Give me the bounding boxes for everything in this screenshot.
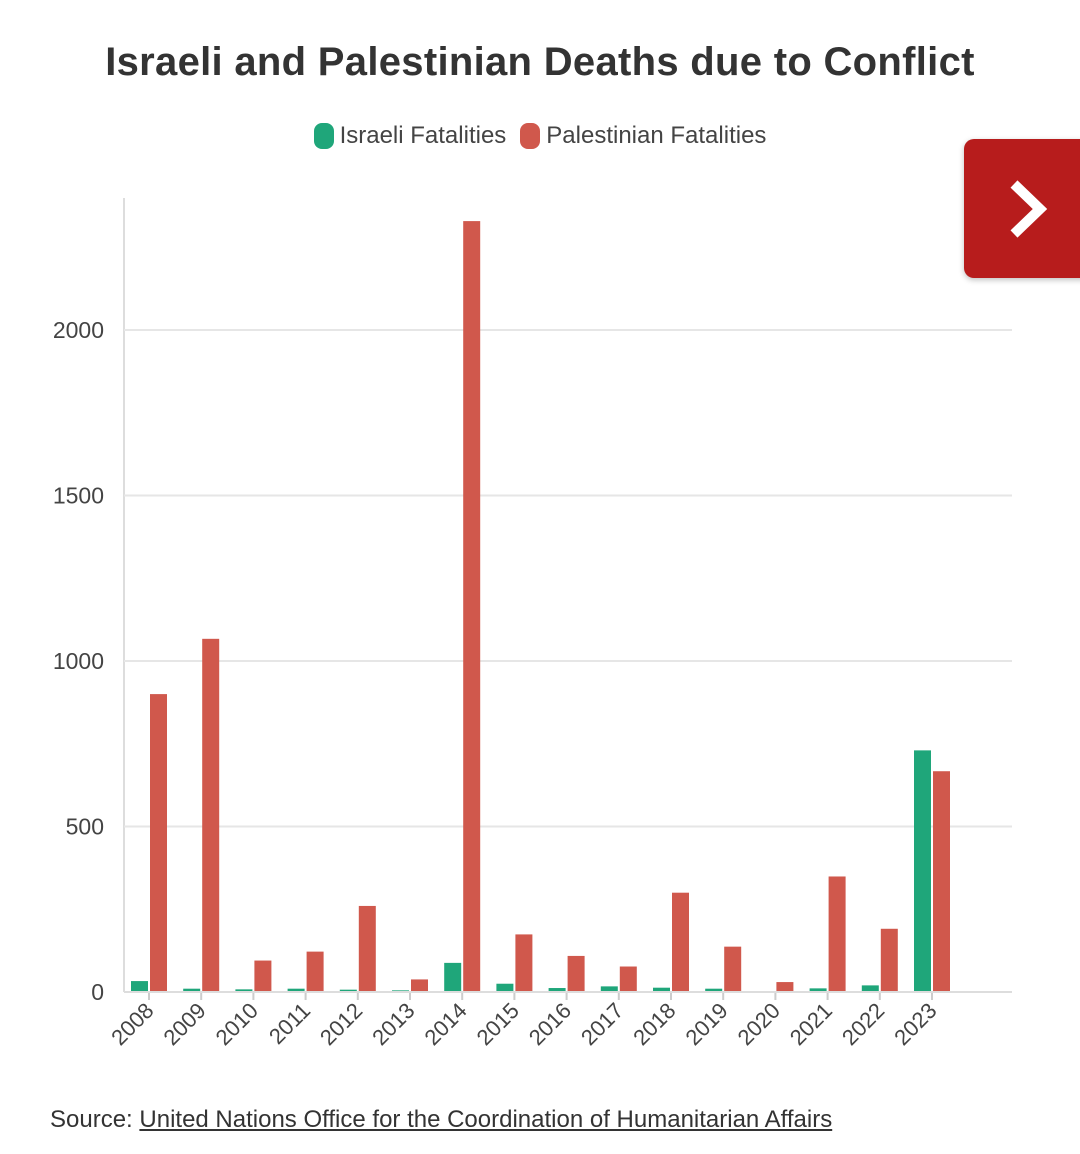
x-tick-label-2013: 2013	[367, 998, 419, 1050]
x-tick-label-2014: 2014	[419, 998, 471, 1050]
bar-israeli-2014: Israeli Fatalities 2014: 88	[444, 962, 462, 992]
y-tick-label-2000: 2000	[53, 317, 104, 343]
source-link[interactable]: United Nations Office for the Coordinati…	[139, 1106, 833, 1133]
x-tick-label-2016: 2016	[524, 998, 576, 1050]
x-tick-label-2020: 2020	[733, 998, 785, 1050]
bar-israeli-2017: Israeli Fatalities 2017: 17	[600, 986, 618, 992]
bar-palestinian-2020: Palestinian Fatalities 2020: 30	[776, 982, 794, 992]
legend-label-israeli: Israeli Fatalities	[339, 122, 507, 149]
bar-israeli-2008: Israeli Fatalities 2008: 33	[131, 981, 148, 992]
legend-swatch-palestinian	[520, 123, 541, 149]
bar-israeli-2009: Israeli Fatalities 2009: 10	[183, 988, 201, 992]
bar-israeli-2011: Israeli Fatalities 2011: 10	[287, 988, 305, 992]
legend-swatch-israeli	[313, 123, 334, 149]
bar-israeli-2015: Israeli Fatalities 2015: 25	[496, 983, 514, 992]
y-tick-label-1000: 1000	[53, 648, 104, 674]
next-chart-button[interactable]	[964, 139, 1080, 278]
bar-palestinian-2021: Palestinian Fatalities 2021: 349	[828, 876, 846, 992]
bar-palestinian-2011: Palestinian Fatalities 2011: 122	[306, 951, 324, 992]
chevron-right-icon	[1010, 179, 1048, 238]
bar-palestinian-2008: Palestinian Fatalities 2008: 900	[150, 694, 167, 992]
chart-title: Israeli and Palestinian Deaths due to Co…	[105, 40, 975, 84]
x-tick-label-2015: 2015	[472, 998, 524, 1050]
y-tick-label-500: 500	[66, 814, 104, 840]
x-tick-label-2012: 2012	[315, 998, 367, 1050]
bar-israeli-2018: Israeli Fatalities 2018: 13	[653, 987, 670, 992]
source-note: Source: United Nations Office for the Co…	[50, 1106, 832, 1134]
bar-palestinian-2010: Palestinian Fatalities 2010: 95	[254, 960, 272, 992]
x-tick-label-2021: 2021	[785, 998, 837, 1050]
legend-label-palestinian: Palestinian Fatalities	[546, 122, 767, 149]
bar-israeli-2016: Israeli Fatalities 2016: 12	[548, 988, 566, 992]
legend-item-palestinian[interactable]: Palestinian Fatalities	[520, 122, 766, 150]
x-tick-label-2008: 2008	[106, 998, 158, 1050]
bar-palestinian-2022: Palestinian Fatalities 2022: 191	[880, 928, 898, 992]
x-tick-label-2022: 2022	[837, 998, 889, 1050]
bar-israeli-2010: Israeli Fatalities 2010: 8	[235, 989, 253, 992]
x-tick-label-2023: 2023	[889, 998, 941, 1050]
bar-palestinian-2019: Palestinian Fatalities 2019: 137	[724, 946, 742, 992]
bar-israeli-2021: Israeli Fatalities 2021: 11	[809, 988, 827, 992]
x-tick-label-2017: 2017	[576, 998, 628, 1050]
bar-israeli-2023: Israeli Fatalities 2023: 730	[914, 750, 931, 992]
chart-legend: Israeli Fatalities Palestinian Fatalitie…	[0, 122, 1080, 150]
bar-palestinian-2012: Palestinian Fatalities 2012: 260	[358, 905, 376, 992]
bar-palestinian-2017: Palestinian Fatalities 2017: 77	[619, 966, 637, 992]
x-tick-label-2019: 2019	[680, 998, 732, 1050]
y-tick-label-0: 0	[91, 979, 104, 1005]
bar-chart: 0 500 1000 1500 2000 Israeli Fatalities 2008:…	[53, 198, 1012, 1050]
x-tick-label-2018: 2018	[628, 998, 680, 1050]
x-tick-label-2009: 2009	[158, 998, 210, 1050]
bar-palestinian-2016: Palestinian Fatalities 2016: 109	[567, 955, 585, 992]
y-tick-label-1500: 1500	[53, 483, 104, 509]
x-tick-label-2010: 2010	[211, 998, 263, 1050]
x-tick-label-2011: 2011	[264, 998, 315, 1049]
bar-palestinian-2018: Palestinian Fatalities 2018: 300	[672, 892, 689, 992]
bar-israeli-2019: Israeli Fatalities 2019: 10	[705, 988, 723, 992]
bar-palestinian-2009: Palestinian Fatalities 2009: 1067	[202, 638, 220, 992]
bar-israeli-2022: Israeli Fatalities 2022: 20	[861, 985, 879, 992]
bar-palestinian-2014: Palestinian Fatalities 2014: 2329	[463, 221, 481, 992]
legend-item-israeli[interactable]: Israeli Fatalities	[313, 122, 507, 150]
bar-israeli-2012: Israeli Fatalities 2012: 7	[339, 989, 357, 992]
source-label: Source:	[50, 1106, 133, 1133]
bar-palestinian-2023: Palestinian Fatalities 2023: 667	[933, 771, 950, 992]
bar-palestinian-2013: Palestinian Fatalities 2013: 38	[411, 979, 428, 992]
bar-palestinian-2015: Palestinian Fatalities 2015: 174	[515, 934, 533, 992]
